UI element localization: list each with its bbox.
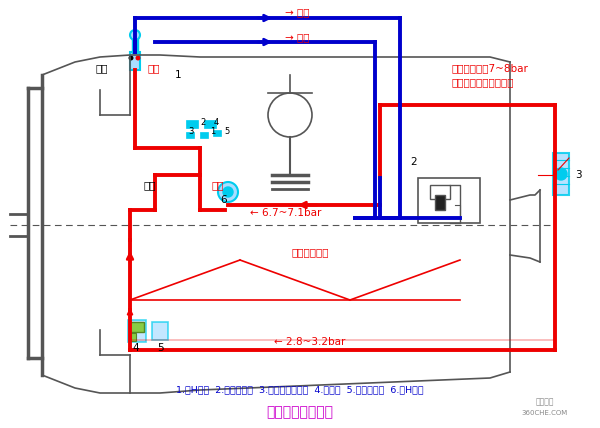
Bar <box>132 38 138 53</box>
Bar <box>213 130 221 136</box>
Circle shape <box>130 30 140 40</box>
Text: 2: 2 <box>200 118 205 127</box>
Text: ← 6.7~7.1bar: ← 6.7~7.1bar <box>250 208 322 218</box>
Text: 3: 3 <box>188 128 193 137</box>
Bar <box>553 153 569 195</box>
Text: 黑色: 黑色 <box>143 180 155 190</box>
Text: → 高档: → 高档 <box>285 7 310 17</box>
Text: 6: 6 <box>220 195 227 205</box>
Bar <box>430 185 450 199</box>
Circle shape <box>128 56 133 60</box>
Bar <box>152 322 168 340</box>
Text: 变速器气路示意图: 变速器气路示意图 <box>266 405 334 419</box>
Bar <box>200 132 208 138</box>
Text: 1.双H气阀  2.范围档气缸  3.空气滤清调节器  4.空气阀  5.离合器踏板  6.单H气阀: 1.双H气阀 2.范围档气缸 3.空气滤清调节器 4.空气阀 5.离合器踏板 6… <box>176 386 424 395</box>
Bar <box>204 120 216 128</box>
Bar <box>186 132 194 138</box>
Circle shape <box>218 182 238 202</box>
Bar <box>130 52 140 70</box>
Bar <box>186 120 198 128</box>
Bar <box>128 320 146 342</box>
Text: 5: 5 <box>157 343 164 353</box>
Text: 红色: 红色 <box>212 180 224 190</box>
Bar <box>130 322 144 332</box>
Text: 5: 5 <box>224 128 229 137</box>
Text: 1: 1 <box>210 128 215 137</box>
Text: （来自汽车的储气罐）: （来自汽车的储气罐） <box>452 77 515 87</box>
Text: 4: 4 <box>214 118 219 127</box>
Text: 黑色: 黑色 <box>95 63 108 73</box>
Bar <box>418 178 480 223</box>
Text: 4: 4 <box>132 343 139 353</box>
Text: 360CHE.COM: 360CHE.COM <box>522 410 568 416</box>
Circle shape <box>555 168 567 180</box>
Text: 红色: 红色 <box>148 63 161 73</box>
Circle shape <box>223 187 233 197</box>
Text: 由主机厂自备: 由主机厂自备 <box>291 247 329 257</box>
Text: 1: 1 <box>175 70 182 80</box>
Bar <box>131 333 136 341</box>
Text: 3: 3 <box>575 170 581 180</box>
Text: 压缩空气入口7~8bar: 压缩空气入口7~8bar <box>452 63 529 73</box>
Bar <box>435 195 445 210</box>
Text: ← 2.8~3.2bar: ← 2.8~3.2bar <box>274 337 346 347</box>
Text: → 低档: → 低档 <box>285 32 310 42</box>
Text: 卡车之家: 卡车之家 <box>536 398 554 407</box>
Text: 2: 2 <box>410 157 416 167</box>
Circle shape <box>136 56 140 60</box>
